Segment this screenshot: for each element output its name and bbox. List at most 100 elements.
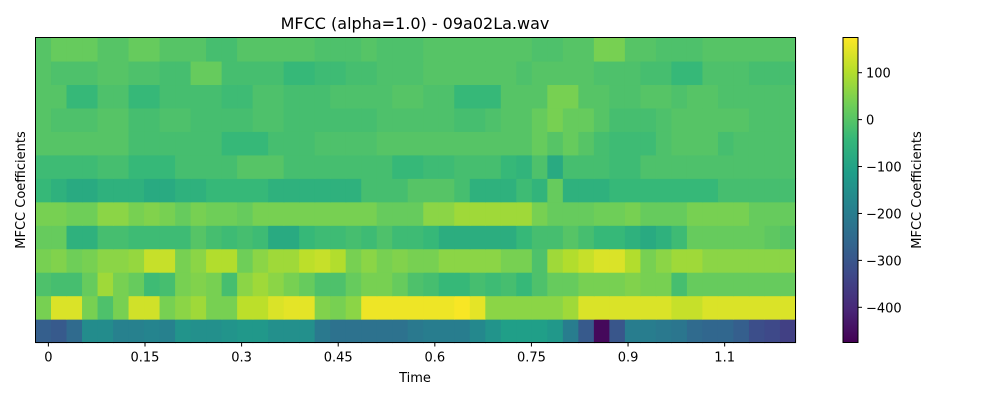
heatmap-cell bbox=[500, 295, 517, 320]
heatmap-cell bbox=[113, 84, 130, 109]
heatmap-cell bbox=[252, 225, 269, 250]
heatmap-cell bbox=[655, 131, 673, 156]
heatmap-cell bbox=[454, 154, 471, 179]
heatmap-cell bbox=[779, 225, 797, 250]
heatmap-cell bbox=[547, 295, 564, 320]
heatmap-cell bbox=[500, 107, 517, 132]
heatmap-cell bbox=[671, 84, 688, 109]
heatmap-cell bbox=[733, 107, 750, 132]
heatmap-cell bbox=[531, 319, 548, 344]
heatmap-cell bbox=[500, 225, 517, 250]
heatmap-cell bbox=[454, 319, 471, 344]
heatmap-cell bbox=[624, 225, 641, 250]
y-axis-label: MFCC Coefficients bbox=[14, 131, 29, 249]
heatmap-cell bbox=[671, 178, 688, 203]
heatmap-cell bbox=[640, 272, 657, 297]
heatmap-cell bbox=[361, 248, 378, 273]
heatmap-cell bbox=[779, 107, 797, 132]
heatmap-cell bbox=[376, 201, 393, 226]
heatmap-cell bbox=[392, 37, 409, 62]
heatmap-cell bbox=[423, 295, 440, 320]
heatmap-cell bbox=[283, 131, 300, 156]
heatmap-cell bbox=[469, 84, 486, 109]
heatmap-cell bbox=[500, 60, 517, 86]
heatmap-cell bbox=[717, 272, 735, 297]
heatmap-cell bbox=[423, 272, 440, 297]
heatmap-cell bbox=[748, 248, 766, 273]
heatmap-cell bbox=[113, 154, 130, 179]
heatmap-cell bbox=[82, 37, 99, 62]
heatmap-cell bbox=[392, 272, 409, 297]
heatmap-cell bbox=[237, 295, 254, 320]
heatmap-cell bbox=[51, 154, 68, 179]
heatmap-cell bbox=[268, 201, 285, 226]
heatmap-cell bbox=[190, 295, 207, 320]
heatmap-cell bbox=[748, 225, 766, 250]
heatmap-cell bbox=[376, 37, 393, 62]
heatmap-cell bbox=[655, 84, 673, 109]
heatmap-cell bbox=[454, 60, 471, 86]
heatmap-cell bbox=[128, 178, 145, 203]
heatmap-cell bbox=[686, 295, 704, 320]
x-tick-label: 0.9 bbox=[618, 351, 639, 366]
heatmap-cell bbox=[454, 37, 471, 62]
heatmap-cell bbox=[438, 131, 455, 156]
heatmap-cell bbox=[562, 131, 579, 156]
heatmap-cell bbox=[485, 272, 502, 297]
heatmap-cell bbox=[330, 60, 347, 86]
heatmap-cell bbox=[624, 37, 641, 62]
heatmap-cell bbox=[764, 201, 781, 226]
heatmap-cell bbox=[593, 178, 610, 203]
heatmap-cell bbox=[206, 201, 223, 226]
heatmap-cell bbox=[144, 178, 161, 203]
heatmap-cell bbox=[283, 248, 300, 273]
heatmap-cell bbox=[423, 248, 440, 273]
heatmap-cell bbox=[361, 84, 378, 109]
heatmap-cell bbox=[66, 295, 83, 320]
heatmap-cell bbox=[717, 60, 735, 86]
heatmap-cell bbox=[423, 84, 440, 109]
heatmap-cell bbox=[206, 248, 223, 273]
heatmap-cell bbox=[51, 84, 68, 109]
heatmap-cell bbox=[283, 154, 300, 179]
colorbar-tick-label: −400 bbox=[866, 301, 902, 316]
heatmap-cell bbox=[624, 248, 641, 273]
heatmap-cell bbox=[82, 131, 99, 156]
colorbar-axis: 100 0 −100 −200 −300 −400 bbox=[858, 67, 902, 316]
heatmap-cell bbox=[97, 84, 114, 109]
heatmap-cell bbox=[97, 131, 114, 156]
heatmap-cell bbox=[144, 295, 161, 320]
heatmap-cell bbox=[252, 107, 269, 132]
heatmap-cell bbox=[779, 84, 797, 109]
heatmap-cell bbox=[361, 319, 378, 344]
heatmap-cell bbox=[516, 84, 533, 109]
heatmap-cell bbox=[361, 225, 378, 250]
heatmap-cell bbox=[392, 131, 409, 156]
heatmap-cell bbox=[314, 225, 331, 250]
heatmap-cell bbox=[283, 295, 300, 320]
heatmap-cell bbox=[376, 178, 393, 203]
heatmap-cell bbox=[237, 84, 254, 109]
heatmap-cell bbox=[392, 248, 409, 273]
heatmap-cell bbox=[748, 60, 766, 86]
heatmap-cell bbox=[717, 319, 735, 344]
heatmap-cell bbox=[376, 107, 393, 132]
heatmap-cell bbox=[578, 131, 595, 156]
heatmap-cell bbox=[97, 272, 114, 297]
heatmap-cell bbox=[686, 154, 704, 179]
heatmap-cell bbox=[82, 154, 99, 179]
heatmap-cell bbox=[485, 131, 502, 156]
heatmap-cell bbox=[407, 84, 424, 109]
x-tick-label: 0.15 bbox=[131, 351, 160, 366]
heatmap-cell bbox=[655, 248, 673, 273]
heatmap-cell bbox=[221, 60, 238, 86]
heatmap-cell bbox=[407, 225, 424, 250]
heatmap-cell bbox=[469, 272, 486, 297]
heatmap-cell bbox=[593, 319, 610, 344]
heatmap-cell bbox=[35, 201, 52, 226]
heatmap-cell bbox=[438, 295, 455, 320]
heatmap-cell bbox=[485, 295, 502, 320]
heatmap-cell bbox=[578, 295, 595, 320]
heatmap-cell bbox=[624, 201, 641, 226]
heatmap-cell bbox=[438, 201, 455, 226]
